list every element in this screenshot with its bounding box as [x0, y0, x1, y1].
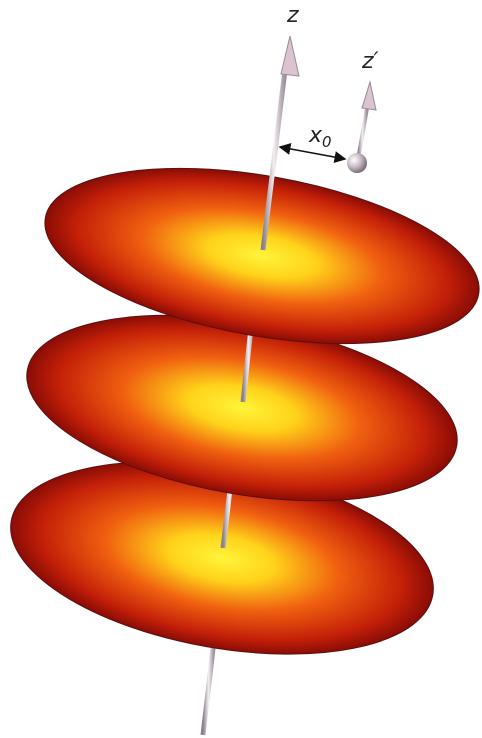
axis-segment [200, 639, 217, 736]
x0-subscript: 0 [322, 133, 332, 151]
particle [347, 153, 367, 173]
z-prime-axis [356, 107, 369, 161]
x0-base: x [308, 123, 323, 148]
z-prime-arrowhead [361, 80, 377, 111]
x0-label: x0 [308, 123, 332, 151]
z-label: z [286, 3, 299, 28]
z-prime-label: z′ [361, 49, 379, 74]
z-arrowhead [280, 35, 300, 77]
offset-arrow [278, 143, 347, 163]
axis-segment [260, 69, 288, 251]
disk [44, 167, 480, 345]
